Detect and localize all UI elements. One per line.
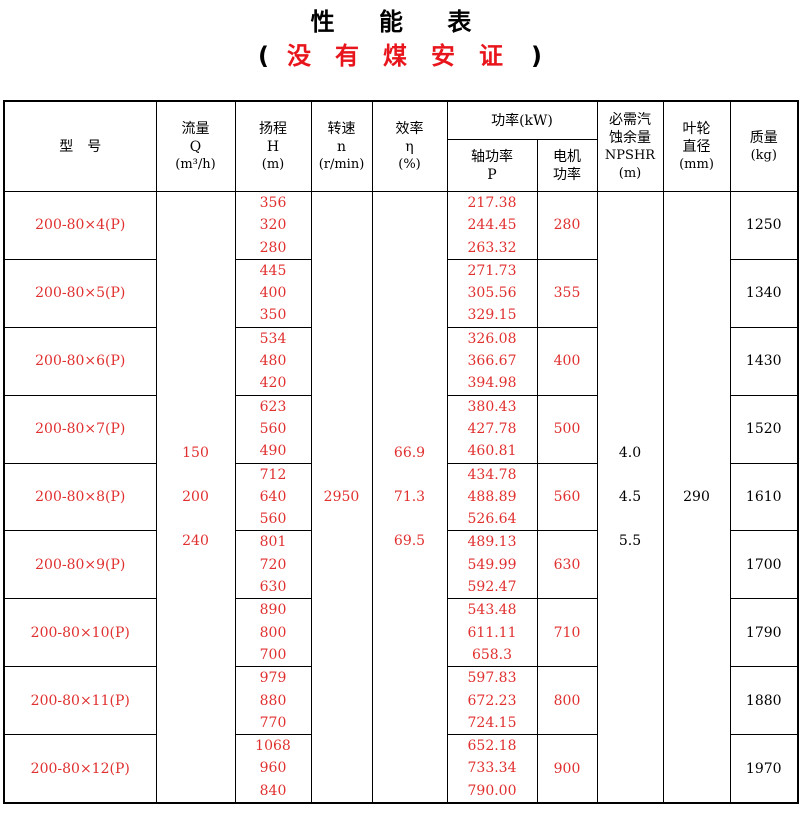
table-row: 200-80×10(P) 890 800 700 543.48 611.11 658.3 71… bbox=[3, 598, 799, 668]
flow-cell: 150 200 240 bbox=[155, 191, 236, 804]
head-cell: 534 480 420 bbox=[234, 326, 312, 396]
header-power: 功率(kW) bbox=[446, 100, 598, 140]
performance-table: 型 号 流量 Q (m³/h) 扬程 H (m) 转速 n (r/min) 效率 η (%) 功… bbox=[3, 100, 799, 805]
motor-power-cell: 280 bbox=[536, 191, 598, 260]
header-npshr: 必需汽 蚀余量 NPSHR (m) bbox=[596, 100, 664, 192]
model-cell: 200-80×5(P) bbox=[3, 258, 157, 328]
paren-open: ( bbox=[258, 42, 269, 70]
model-cell: 200-80×12(P) bbox=[3, 734, 157, 804]
head-cell: 979 880 770 bbox=[234, 666, 312, 736]
motor-power-cell: 560 bbox=[536, 462, 598, 532]
model-cell: 200-80×7(P) bbox=[3, 394, 157, 464]
mass-cell: 1970 bbox=[729, 734, 799, 804]
head-cell: 1068 960 840 bbox=[234, 734, 312, 804]
impeller-cell: 290 bbox=[662, 191, 731, 804]
model-cell: 200-80×8(P) bbox=[3, 462, 157, 532]
table-row: 200-80×4(P) 150 200 240 356 320 280 2950 66.9 71.… bbox=[3, 191, 799, 804]
table-row: 200-80×11(P) 979 880 770 597.83 672.23 724.15 8… bbox=[3, 666, 799, 736]
shaft-power-cell: 652.18 733.34 790.00 bbox=[446, 734, 538, 804]
header-impeller: 叶轮 直径 (mm) bbox=[662, 100, 731, 192]
page-title: 性 能 表 bbox=[310, 8, 490, 36]
shaft-power-cell: 326.08 366.67 394.98 bbox=[446, 326, 538, 396]
table-row: 200-80×8(P) 712 640 560 434.78 488.89 526.64 56… bbox=[3, 462, 799, 532]
header-model: 型 号 bbox=[3, 100, 157, 192]
motor-power-cell: 355 bbox=[536, 258, 598, 328]
model-cell: 200-80×6(P) bbox=[3, 326, 157, 396]
shaft-power-cell: 380.43 427.78 460.81 bbox=[446, 394, 538, 464]
model-cell: 200-80×11(P) bbox=[3, 666, 157, 736]
head-cell: 801 720 630 bbox=[234, 530, 312, 600]
head-cell: 890 800 700 bbox=[234, 598, 312, 668]
motor-power-cell: 710 bbox=[536, 598, 598, 668]
head-cell: 445 400 350 bbox=[234, 258, 312, 328]
model-cell: 200-80×4(P) bbox=[3, 191, 157, 260]
head-cell: 712 640 560 bbox=[234, 462, 312, 532]
head-cell: 356 320 280 bbox=[234, 191, 312, 260]
motor-power-cell: 400 bbox=[536, 326, 598, 396]
page-subtitle: ( 没有煤安证) bbox=[0, 36, 800, 71]
shaft-power-cell: 597.83 672.23 724.15 bbox=[446, 666, 538, 736]
speed-cell: 2950 bbox=[310, 191, 373, 804]
table-row: 200-80×9(P) 801 720 630 489.13 549.99 592.47 63… bbox=[3, 530, 799, 600]
header-motor-power: 电机 功率 bbox=[536, 139, 598, 192]
model-cell: 200-80×9(P) bbox=[3, 530, 157, 600]
subtitle-text: 没有煤安证 bbox=[287, 42, 527, 70]
shaft-power-cell: 543.48 611.11 658.3 bbox=[446, 598, 538, 668]
table-row: 200-80×5(P) 445 400 350 271.73 305.56 329.15 35… bbox=[3, 258, 799, 328]
mass-cell: 1880 bbox=[729, 666, 799, 736]
header-shaft-power: 轴功率 P bbox=[446, 139, 538, 192]
header-flow: 流量 Q (m³/h) bbox=[155, 100, 236, 192]
mass-cell: 1250 bbox=[729, 191, 799, 260]
mass-cell: 1430 bbox=[729, 326, 799, 396]
mass-cell: 1340 bbox=[729, 258, 799, 328]
shaft-power-cell: 489.13 549.99 592.47 bbox=[446, 530, 538, 600]
shaft-power-cell: 217.38 244.45 263.32 bbox=[446, 191, 538, 260]
table-row: 200-80×12(P) 1068 960 840 652.18 733.34 790.00… bbox=[3, 734, 799, 804]
paren-close: ) bbox=[531, 42, 542, 70]
npshr-cell: 4.0 4.5 5.5 bbox=[596, 191, 664, 804]
table-row: 200-80×7(P) 623 560 490 380.43 427.78 460.81 50… bbox=[3, 394, 799, 464]
motor-power-cell: 900 bbox=[536, 734, 598, 804]
shaft-power-cell: 271.73 305.56 329.15 bbox=[446, 258, 538, 328]
shaft-power-cell: 434.78 488.89 526.64 bbox=[446, 462, 538, 532]
motor-power-cell: 630 bbox=[536, 530, 598, 600]
head-cell: 623 560 490 bbox=[234, 394, 312, 464]
mass-cell: 1520 bbox=[729, 394, 799, 464]
table-row: 200-80×6(P) 534 480 420 326.08 366.67 394.98 40… bbox=[3, 326, 799, 396]
header-efficiency: 效率 η (%) bbox=[371, 100, 448, 192]
mass-cell: 1700 bbox=[729, 530, 799, 600]
mass-cell: 1610 bbox=[729, 462, 799, 532]
header-speed: 转速 n (r/min) bbox=[310, 100, 373, 192]
mass-cell: 1790 bbox=[729, 598, 799, 668]
motor-power-cell: 500 bbox=[536, 394, 598, 464]
header-mass: 质量 (kg) bbox=[729, 100, 799, 192]
header-head: 扬程 H (m) bbox=[234, 100, 312, 192]
efficiency-cell: 66.9 71.3 69.5 bbox=[371, 191, 448, 804]
motor-power-cell: 800 bbox=[536, 666, 598, 736]
model-cell: 200-80×10(P) bbox=[3, 598, 157, 668]
